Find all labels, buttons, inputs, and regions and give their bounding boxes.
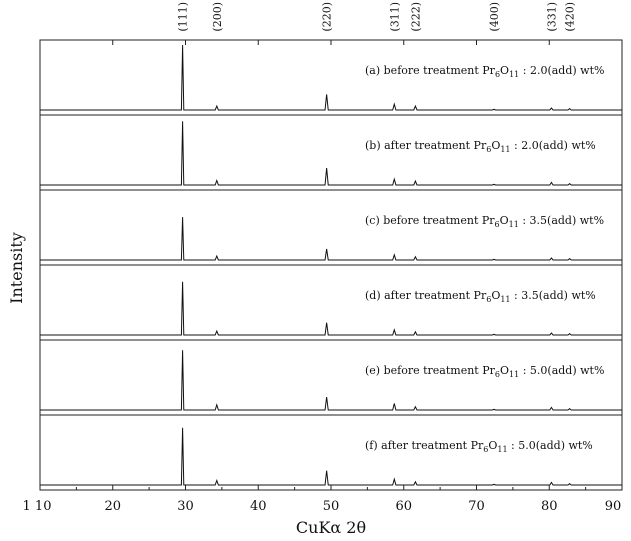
x-axis-title: CuKα 2θ [296, 518, 366, 537]
peak-label: (111) [177, 2, 190, 32]
formula-sub2: 11 [500, 295, 510, 304]
formula-sub2: 11 [497, 445, 507, 454]
x-tick-label: 40 [250, 499, 267, 514]
series-suffix: : 5.0(add) wt% [519, 364, 604, 377]
peak-label: (220) [321, 2, 334, 32]
series-panel: (e) before treatment Pr6O11 : 5.0(add) w… [40, 339, 622, 411]
series-name: (e) before treatment [365, 364, 482, 377]
formula-mid: O [500, 64, 509, 77]
peak-label: (200) [211, 2, 224, 32]
formula-base: Pr [474, 289, 487, 302]
formula-base: Pr [482, 364, 495, 377]
series-line [40, 427, 622, 486]
peak-label: (400) [488, 2, 501, 32]
formula-sub2: 11 [509, 370, 519, 379]
series-name: (f) after treatment [365, 439, 471, 452]
peak-label: (420) [564, 2, 577, 32]
series-line [40, 121, 622, 186]
series-line [40, 217, 622, 261]
x-axis: 1 10 20 30 40 50 60 70 80 90 [23, 40, 623, 514]
formula-mid: O [500, 214, 509, 227]
series-name: (b) after treatment [365, 139, 474, 152]
peak-label: (222) [409, 2, 422, 32]
formula-mid: O [491, 139, 500, 152]
y-axis-title: Intensity [7, 232, 26, 304]
peak-label: (311) [388, 2, 401, 32]
formula-mid: O [491, 289, 500, 302]
series-name: (d) after treatment [365, 289, 474, 302]
formula-sub1: 6 [486, 145, 491, 154]
formula-base: Pr [482, 214, 495, 227]
x-tick-label: 60 [395, 499, 412, 514]
formula-sub1: 6 [495, 370, 500, 379]
x-tick-label: 70 [468, 499, 485, 514]
x-tick-label: 30 [177, 499, 194, 514]
x-tick-label: 1 10 [23, 499, 52, 514]
series-suffix: : 3.5(add) wt% [519, 214, 604, 227]
x-tick-label: 20 [104, 499, 121, 514]
chart-panels: (a) before treatment Pr6O11 : 2.0(add) w… [39, 39, 623, 491]
formula-base: Pr [474, 139, 487, 152]
series-label: (a) before treatment Pr6O11 : 2.0(add) w… [365, 64, 604, 79]
series-panel: (b) after treatment Pr6O11 : 2.0(add) wt… [40, 114, 622, 186]
series-label: (f) after treatment Pr6O11 : 5.0(add) wt… [365, 439, 593, 454]
series-panel: (a) before treatment Pr6O11 : 2.0(add) w… [40, 44, 622, 111]
x-tick-label: 50 [323, 499, 340, 514]
series-label: (d) after treatment Pr6O11 : 3.5(add) wt… [365, 289, 596, 304]
formula-sub1: 6 [486, 295, 491, 304]
x-tick-label: 80 [541, 499, 558, 514]
formula-sub2: 11 [509, 70, 519, 79]
series-name: (a) before treatment [365, 64, 482, 77]
formula-sub2: 11 [509, 220, 519, 229]
formula-sub1: 6 [495, 220, 500, 229]
formula-sub1: 6 [483, 445, 488, 454]
series-panel: (d) after treatment Pr6O11 : 3.5(add) wt… [40, 264, 622, 336]
formula-base: Pr [471, 439, 484, 452]
series-suffix: : 2.0(add) wt% [511, 139, 596, 152]
formula-sub1: 6 [495, 70, 500, 79]
series-name: (c) before treatment [365, 214, 482, 227]
series-panel: (c) before treatment Pr6O11 : 3.5(add) w… [40, 189, 622, 261]
series-line [40, 350, 622, 411]
series-line [40, 44, 622, 111]
series-suffix: : 2.0(add) wt% [519, 64, 604, 77]
formula-mid: O [500, 364, 509, 377]
series-label: (e) before treatment Pr6O11 : 5.0(add) w… [365, 364, 604, 379]
series-suffix: : 3.5(add) wt% [511, 289, 596, 302]
peak-label: (331) [545, 2, 558, 32]
formula-base: Pr [482, 64, 495, 77]
peak-labels: (111) (200) (220) (311) (222) (400) (331) (420) [177, 2, 577, 32]
series-label: (b) after treatment Pr6O11 : 2.0(add) wt… [365, 139, 596, 154]
series-panel: (f) after treatment Pr6O11 : 5.0(add) wt… [40, 414, 622, 486]
formula-sub2: 11 [500, 145, 510, 154]
formula-mid: O [488, 439, 497, 452]
series-line [40, 281, 622, 336]
series-suffix: : 5.0(add) wt% [508, 439, 593, 452]
series-label: (c) before treatment Pr6O11 : 3.5(add) w… [365, 214, 604, 229]
x-tick-label: 90 [605, 499, 622, 514]
